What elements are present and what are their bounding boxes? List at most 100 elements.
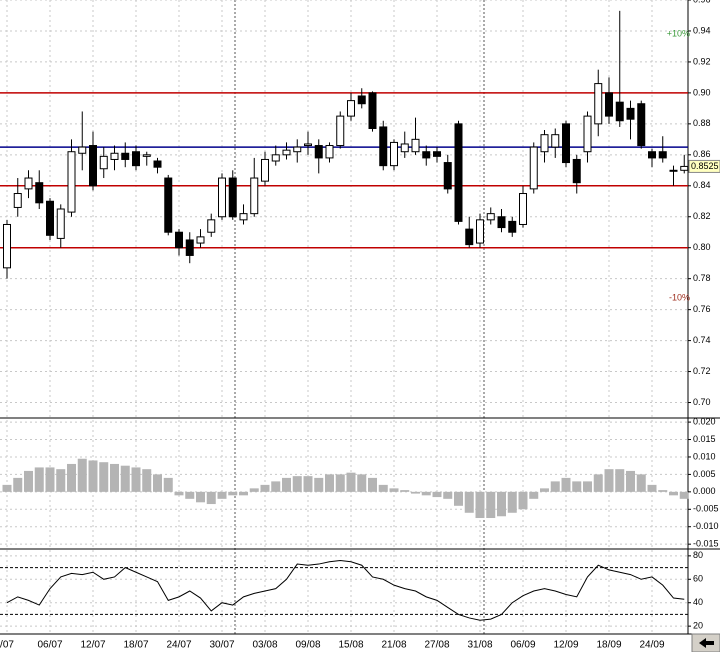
bar <box>335 474 345 492</box>
bar <box>217 491 227 499</box>
candle-body <box>529 146 538 190</box>
candle-body <box>680 165 689 171</box>
candle-body <box>454 123 463 222</box>
candle-body <box>551 134 560 148</box>
y-tick-label: 0.94 <box>693 25 711 35</box>
candle-body <box>540 134 549 153</box>
y-tick-label: 0.72 <box>693 366 711 376</box>
bar <box>99 462 109 492</box>
bar <box>464 491 474 513</box>
bar <box>561 477 571 492</box>
candle-body <box>132 151 140 167</box>
bar <box>647 484 657 492</box>
candle-body <box>196 236 205 244</box>
candle-body <box>110 152 119 160</box>
bar <box>153 474 162 492</box>
y-tick-label: 0.88 <box>693 118 711 128</box>
candle-body <box>572 158 581 184</box>
last-price-box <box>688 159 720 173</box>
candle-body <box>56 208 65 239</box>
y-tick-label: 0.92 <box>693 56 711 66</box>
scroll-button[interactable] <box>691 633 720 652</box>
x-tick-label: 24/09 <box>639 640 664 651</box>
candle-body <box>658 151 667 159</box>
candle-body <box>486 213 495 221</box>
candle-body <box>271 154 280 162</box>
bar <box>271 481 281 492</box>
x-tick-label: 03/08 <box>252 640 277 651</box>
bar <box>604 469 614 492</box>
bar <box>400 490 410 492</box>
bar <box>658 490 668 492</box>
candle-body <box>185 239 194 256</box>
bar <box>583 481 592 492</box>
x-tick-label: 09/08 <box>295 640 320 651</box>
candle-body <box>153 160 162 168</box>
x-tick-label: 12/07 <box>80 640 105 651</box>
bar <box>454 491 463 506</box>
candle-body <box>400 143 409 153</box>
candle-body <box>562 123 570 164</box>
y-tick-label: 0.82 <box>693 211 711 221</box>
x-tick-label: 18/09 <box>596 640 621 651</box>
bar <box>67 463 76 492</box>
bar <box>679 491 689 499</box>
bar <box>593 474 603 492</box>
bar <box>45 467 55 492</box>
candle-body <box>347 100 355 117</box>
bar <box>292 476 302 492</box>
bar <box>13 477 23 492</box>
x-tick-label: 15/08 <box>338 640 363 651</box>
candle-body <box>325 145 334 159</box>
x-tick-label: 12/09 <box>553 640 578 651</box>
candle-body <box>164 177 173 233</box>
candle-body <box>357 95 366 105</box>
candle-body <box>422 151 431 159</box>
bar <box>669 491 678 496</box>
y-tick-label: -0.005 <box>693 504 719 514</box>
bar <box>626 470 635 492</box>
bar <box>120 465 130 492</box>
bar <box>163 477 173 492</box>
bar <box>507 491 517 513</box>
bar <box>411 491 420 494</box>
candle-body <box>13 193 22 208</box>
bar <box>389 488 399 492</box>
bar <box>615 469 625 492</box>
x-tick-label: 18/07 <box>123 640 148 651</box>
candle-body <box>336 115 345 147</box>
bar <box>529 491 539 499</box>
candle-body <box>497 216 506 229</box>
candle-body <box>314 145 323 159</box>
bar <box>110 463 119 492</box>
y-tick-label: 0.010 <box>693 451 716 461</box>
candle-body <box>368 92 377 129</box>
y-tick-label: 0.90 <box>693 87 711 97</box>
candle-body <box>142 154 151 157</box>
y-tick-label: 40 <box>693 597 703 607</box>
x-tick-label: 06/07 <box>37 640 62 651</box>
candle-body <box>207 219 216 233</box>
candle-body <box>443 162 452 190</box>
candle-body <box>390 141 398 167</box>
candle-body <box>78 146 87 154</box>
bar <box>636 474 646 492</box>
last-price-label: 0.8525 <box>691 161 719 171</box>
bar <box>206 491 216 505</box>
annotation: +10% <box>667 28 690 38</box>
candle-body <box>99 155 108 170</box>
y-tick-label: 60 <box>693 574 703 584</box>
bar <box>131 467 141 492</box>
bar <box>282 477 291 492</box>
bar <box>550 481 560 492</box>
candle-body <box>121 152 130 160</box>
bar <box>572 481 582 492</box>
x-tick-label: 24/07 <box>166 640 191 651</box>
bar <box>443 491 453 499</box>
bar <box>540 488 549 492</box>
candle-body <box>3 223 11 269</box>
bar <box>357 474 367 492</box>
candle-body <box>250 177 259 215</box>
y-tick-label: 0.015 <box>693 434 716 444</box>
candle-body <box>24 177 33 190</box>
